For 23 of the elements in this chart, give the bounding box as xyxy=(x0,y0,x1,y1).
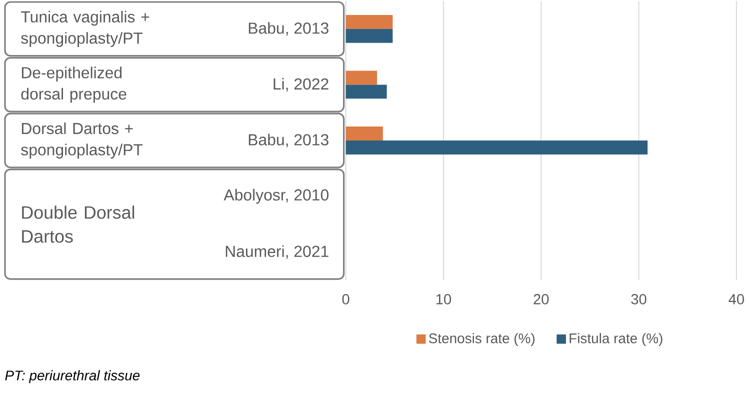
text: De-epithelized dorsal prepuce xyxy=(21,66,126,103)
y-tick-label: Li, 2022 xyxy=(274,78,328,92)
y-tick-label: Abolyosr, 2010 xyxy=(224,189,329,204)
text: PT: periurethral tissue xyxy=(5,370,140,384)
text: Dorsal Dartos + spongioplasty/PT xyxy=(21,122,143,159)
x-tick-label: 30 xyxy=(631,294,646,305)
bar xyxy=(346,126,383,141)
bar xyxy=(346,29,393,44)
text: Double Dorsal Dartos xyxy=(22,206,134,243)
y-tick-label: Babu, 2013 xyxy=(248,22,328,36)
x-tick-label: 0 xyxy=(342,294,350,305)
y-tick-label: Babu, 2013 xyxy=(248,134,328,148)
bar xyxy=(346,84,387,99)
x-tick-label: 40 xyxy=(728,294,744,305)
x-tick-label: 20 xyxy=(534,294,549,305)
x-tick-label: 10 xyxy=(436,294,452,305)
text: Tunica vaginalis + spongioplasty/PT xyxy=(21,11,150,48)
legend-label: Stenosis rate (%) xyxy=(428,333,534,346)
bar xyxy=(346,15,393,30)
bar xyxy=(346,70,378,85)
y-tick-label: Naumeri, 2021 xyxy=(226,246,328,260)
bar xyxy=(346,140,648,155)
legend-label: Fistula rate (%) xyxy=(570,333,662,346)
